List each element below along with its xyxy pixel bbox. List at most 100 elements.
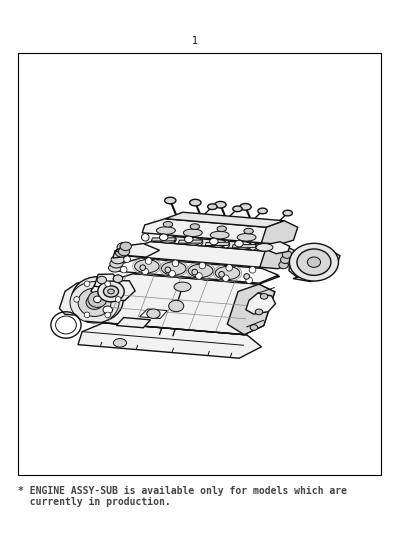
Ellipse shape (171, 269, 192, 278)
Ellipse shape (237, 233, 255, 241)
Ellipse shape (188, 264, 212, 278)
Polygon shape (112, 248, 131, 258)
Ellipse shape (234, 240, 243, 247)
Ellipse shape (156, 226, 175, 234)
Ellipse shape (257, 208, 267, 214)
Circle shape (145, 258, 152, 264)
Polygon shape (151, 236, 285, 251)
Circle shape (243, 274, 249, 279)
Polygon shape (245, 293, 275, 314)
Ellipse shape (190, 224, 199, 229)
Ellipse shape (145, 266, 165, 276)
Circle shape (199, 262, 205, 269)
Ellipse shape (113, 275, 122, 282)
Ellipse shape (161, 262, 185, 275)
Polygon shape (133, 266, 279, 284)
Ellipse shape (78, 288, 111, 316)
Ellipse shape (234, 242, 251, 249)
Polygon shape (66, 280, 130, 315)
Polygon shape (94, 274, 119, 287)
Polygon shape (265, 242, 289, 253)
Ellipse shape (289, 243, 338, 281)
Circle shape (164, 267, 170, 273)
Ellipse shape (210, 231, 228, 239)
Polygon shape (142, 219, 282, 243)
Ellipse shape (216, 226, 226, 232)
Ellipse shape (243, 228, 253, 234)
Circle shape (140, 265, 145, 271)
Ellipse shape (232, 206, 242, 211)
Polygon shape (292, 275, 320, 281)
Ellipse shape (159, 234, 168, 240)
Polygon shape (97, 274, 274, 335)
Ellipse shape (184, 238, 201, 245)
Ellipse shape (215, 266, 239, 280)
Polygon shape (165, 212, 284, 227)
Ellipse shape (184, 236, 192, 243)
Circle shape (142, 268, 148, 275)
Ellipse shape (97, 276, 106, 284)
Ellipse shape (254, 309, 262, 315)
Polygon shape (178, 240, 202, 243)
Text: * ENGINE ASSY-SUB is available only for models which are: * ENGINE ASSY-SUB is available only for … (17, 486, 346, 496)
Ellipse shape (108, 291, 117, 298)
Circle shape (168, 236, 176, 243)
Circle shape (123, 256, 130, 263)
Circle shape (169, 271, 175, 277)
Polygon shape (227, 284, 274, 335)
Ellipse shape (168, 300, 183, 312)
Circle shape (249, 266, 255, 273)
Ellipse shape (209, 239, 226, 247)
Circle shape (172, 260, 178, 267)
Polygon shape (115, 244, 159, 257)
Polygon shape (117, 258, 278, 283)
Ellipse shape (120, 242, 131, 251)
Ellipse shape (225, 273, 246, 282)
Ellipse shape (79, 284, 115, 315)
Ellipse shape (214, 201, 225, 208)
Circle shape (115, 296, 121, 302)
Ellipse shape (115, 247, 128, 257)
Ellipse shape (173, 282, 190, 292)
Ellipse shape (306, 257, 320, 267)
Ellipse shape (71, 277, 123, 322)
Circle shape (104, 312, 110, 318)
Circle shape (84, 281, 90, 287)
Ellipse shape (282, 210, 292, 216)
Circle shape (141, 233, 149, 241)
Ellipse shape (117, 243, 130, 252)
Ellipse shape (134, 260, 159, 273)
Ellipse shape (109, 259, 123, 268)
Circle shape (195, 238, 202, 246)
Polygon shape (59, 279, 131, 318)
Circle shape (249, 243, 256, 250)
Ellipse shape (249, 324, 257, 330)
Ellipse shape (113, 275, 122, 282)
Circle shape (104, 281, 110, 287)
Ellipse shape (147, 309, 160, 318)
Polygon shape (205, 242, 229, 245)
Ellipse shape (296, 249, 330, 275)
Polygon shape (261, 221, 297, 244)
Ellipse shape (163, 222, 172, 227)
Circle shape (225, 265, 232, 271)
Polygon shape (259, 246, 295, 268)
Ellipse shape (239, 203, 251, 210)
Ellipse shape (70, 281, 119, 323)
Circle shape (74, 296, 79, 302)
Bar (17, 53, 380, 475)
Circle shape (222, 275, 228, 281)
Ellipse shape (278, 261, 287, 268)
Ellipse shape (88, 292, 107, 307)
Ellipse shape (103, 286, 118, 297)
Polygon shape (288, 247, 339, 278)
Circle shape (218, 272, 224, 277)
Ellipse shape (118, 247, 129, 256)
Polygon shape (128, 242, 280, 267)
Ellipse shape (86, 295, 103, 309)
Ellipse shape (108, 264, 121, 272)
Ellipse shape (280, 256, 289, 264)
Ellipse shape (103, 306, 112, 314)
Ellipse shape (189, 199, 200, 206)
Polygon shape (90, 281, 135, 301)
